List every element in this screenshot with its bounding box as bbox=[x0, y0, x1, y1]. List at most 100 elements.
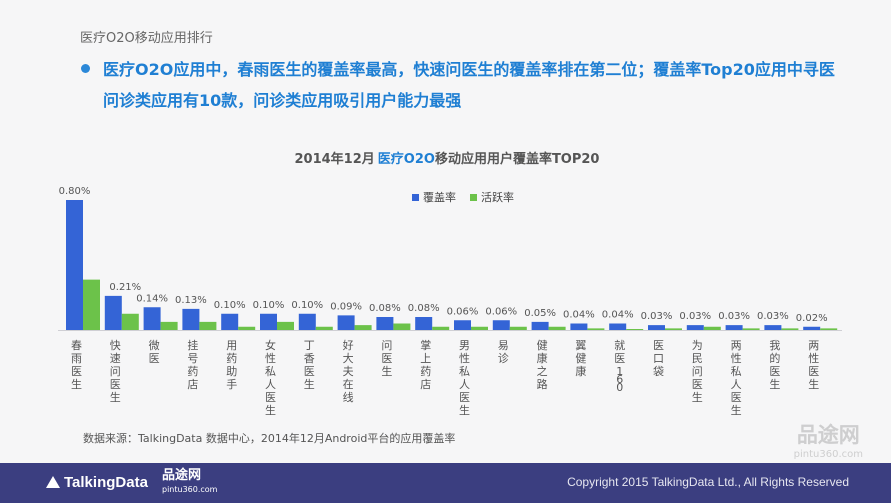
bar-active-8 bbox=[393, 323, 411, 330]
bar-coverage-2 bbox=[143, 307, 161, 330]
bar-active-10 bbox=[471, 326, 488, 330]
bar-active-1 bbox=[121, 313, 139, 330]
data-label-18: 0.03% bbox=[757, 311, 789, 322]
legend-swatch-0 bbox=[412, 194, 419, 201]
bar-active-2 bbox=[160, 321, 178, 330]
data-label-11: 0.06% bbox=[485, 306, 517, 317]
watermark-url: pintu360.com bbox=[793, 449, 863, 460]
bar-active-17 bbox=[742, 328, 760, 330]
bar-active-0 bbox=[83, 279, 100, 330]
chart-title-rest: 移动应用用户覆盖率TOP20 bbox=[434, 152, 600, 167]
bar-coverage-3 bbox=[182, 308, 200, 330]
bar-coverage-19 bbox=[803, 326, 821, 330]
data-label-10: 0.06% bbox=[447, 306, 479, 317]
bar-coverage-17 bbox=[725, 325, 743, 330]
bar-coverage-15 bbox=[648, 325, 665, 330]
bar-active-4 bbox=[238, 326, 256, 330]
watermark: 品途网 pintu360.com bbox=[794, 425, 863, 465]
legend-label-0: 覆盖率 bbox=[423, 190, 456, 204]
bar-coverage-7 bbox=[337, 315, 355, 330]
data-label-8: 0.08% bbox=[369, 303, 401, 314]
category-label-3: 挂号药店 bbox=[187, 338, 198, 391]
watermark-name: 品途网 bbox=[796, 423, 860, 447]
category-label-15: 医口袋 bbox=[653, 339, 664, 378]
data-label-16: 0.03% bbox=[679, 311, 711, 322]
data-label-19: 0.02% bbox=[796, 313, 828, 324]
category-label-1: 快速问医生 bbox=[110, 339, 121, 404]
bar-active-16 bbox=[703, 326, 721, 330]
bar-coverage-14 bbox=[609, 323, 627, 330]
bar-coverage-18 bbox=[764, 325, 782, 330]
data-label-14: 0.04% bbox=[602, 310, 634, 321]
bar-coverage-13 bbox=[570, 323, 588, 330]
category-label-14: 就医 1 6 0 bbox=[614, 338, 625, 394]
bar-coverage-0 bbox=[66, 200, 83, 330]
bar-coverage-4 bbox=[221, 313, 239, 330]
footer: TalkingData 品途网 pintu360.com Copyright 20… bbox=[0, 463, 891, 503]
data-label-17: 0.03% bbox=[718, 311, 750, 322]
bar-active-11 bbox=[509, 326, 527, 330]
bar-coverage-5 bbox=[260, 313, 277, 330]
bar-coverage-1 bbox=[104, 295, 122, 330]
bar-coverage-6 bbox=[298, 313, 316, 330]
category-label-16: 为民问医生 bbox=[692, 339, 703, 404]
legend-label-1: 活跃率 bbox=[481, 190, 514, 204]
talkingdata-logo: TalkingData bbox=[46, 474, 148, 491]
bar-active-19 bbox=[820, 328, 838, 330]
logo-icon bbox=[46, 476, 60, 488]
data-label-7: 0.09% bbox=[330, 301, 362, 312]
chart-title-highlight: 医疗O2O bbox=[377, 152, 435, 167]
data-label-2: 0.14% bbox=[136, 293, 168, 304]
bar-coverage-10 bbox=[454, 320, 471, 330]
logo-text: TalkingData bbox=[64, 474, 148, 491]
category-label-0: 春雨医生 bbox=[71, 339, 82, 391]
bar-chart: 覆盖率 活跃率 0.80% 春雨医生 0.21% 快速问医生 0.14% 微医 0.13% 挂号药… bbox=[58, 186, 842, 417]
bar-active-13 bbox=[587, 328, 605, 330]
bar-active-3 bbox=[199, 321, 217, 330]
bar-coverage-12 bbox=[531, 321, 549, 330]
bullet-dot bbox=[81, 64, 90, 73]
copyright: Copyright 2015 TalkingData Ltd., All Rig… bbox=[567, 475, 849, 489]
headline: 医疗O2O应用中，春雨医生的覆盖率最高，快速问医生的覆盖率排在第二位；覆盖率To… bbox=[103, 60, 835, 110]
bar-active-12 bbox=[548, 326, 566, 330]
data-label-9: 0.08% bbox=[408, 303, 440, 314]
category-label-10: 男性私人医生 bbox=[459, 339, 470, 417]
bar-active-6 bbox=[315, 326, 333, 330]
legend-swatch-1 bbox=[470, 194, 477, 201]
bar-coverage-8 bbox=[376, 317, 394, 330]
category-label-5: 女性私人医生 bbox=[265, 338, 276, 417]
data-label-13: 0.04% bbox=[563, 310, 595, 321]
bar-coverage-11 bbox=[492, 320, 510, 330]
bar-active-15 bbox=[665, 328, 682, 330]
data-source: 数据来源：TalkingData 数据中心，2014年12月Android平台的… bbox=[83, 432, 456, 445]
bar-active-14 bbox=[626, 329, 644, 330]
category-label-8: 问医生 bbox=[381, 339, 392, 378]
category-label-12: 健康之路 bbox=[537, 339, 548, 391]
category-label-13: 翼健康 bbox=[575, 339, 586, 378]
data-label-6: 0.10% bbox=[291, 300, 323, 311]
data-label-12: 0.05% bbox=[524, 308, 556, 319]
category-label-7: 好大夫在线 bbox=[343, 338, 354, 404]
brand-url: pintu360.com bbox=[162, 485, 218, 494]
bar-coverage-9 bbox=[415, 317, 433, 330]
data-label-3: 0.13% bbox=[175, 295, 207, 306]
category-label-9: 掌上药店 bbox=[420, 338, 431, 391]
category-label-2: 微医 bbox=[149, 338, 160, 365]
data-label-1: 0.21% bbox=[109, 282, 141, 293]
bar-active-18 bbox=[781, 328, 799, 330]
chart-title-date: 2014年12月 bbox=[294, 152, 375, 167]
category-label-11: 易诊 bbox=[498, 339, 509, 365]
bar-active-9 bbox=[432, 326, 450, 330]
data-label-0: 0.80% bbox=[59, 186, 91, 197]
category-label-17: 两性私人医生 bbox=[731, 339, 742, 417]
data-label-5: 0.10% bbox=[253, 300, 285, 311]
category-label-6: 丁香医生 bbox=[304, 339, 315, 391]
chart-title: 2014年12月 医疗O2O移动应用用户覆盖率TOP20 bbox=[0, 148, 891, 167]
brand-mark: 品途网 pintu360.com bbox=[162, 469, 217, 497]
data-label-4: 0.10% bbox=[214, 300, 246, 311]
data-label-15: 0.03% bbox=[641, 311, 673, 322]
bar-coverage-16 bbox=[686, 325, 704, 330]
category-label-19: 两性医生 bbox=[808, 339, 819, 391]
category-label-18: 我的医生 bbox=[769, 339, 780, 391]
